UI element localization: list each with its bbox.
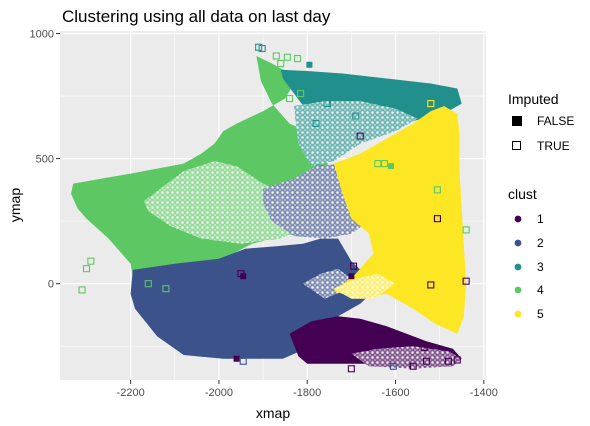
- point-cluster-1-imputed: [427, 281, 435, 289]
- point-cluster-4-imputed: [286, 94, 294, 103]
- point-cluster-4-imputed: [462, 226, 470, 234]
- point-cluster-3-imputed: [258, 44, 266, 53]
- scatter-points: [78, 43, 470, 373]
- x-tick-label: -2200: [117, 387, 145, 399]
- legend-clust-2-key: [514, 239, 522, 247]
- point-cluster-4-imputed: [162, 285, 170, 293]
- point-cluster-4-imputed: [380, 160, 389, 168]
- point-cluster-1-imputed: [444, 357, 453, 365]
- legend-clust-4-key: [514, 286, 522, 294]
- point-cluster-4-imputed: [78, 286, 86, 294]
- point-cluster-4-imputed: [82, 265, 91, 273]
- point-cluster-3-imputed: [352, 112, 360, 120]
- legend-imputed: Imputed FALSE TRUE: [508, 91, 574, 153]
- legend-clust-5-label: 5: [537, 307, 544, 321]
- point-cluster-1-imputed: [453, 356, 461, 364]
- y-tick-label: 0: [48, 279, 54, 291]
- legend-clust-1-label: 1: [537, 212, 544, 226]
- legend-clust-3-key: [514, 263, 522, 271]
- point-cluster-4-imputed: [277, 59, 285, 68]
- x-tick-label: -1600: [381, 387, 409, 399]
- y-axis-title: ymap: [7, 188, 23, 222]
- legend-imputed-false-key: [512, 116, 522, 126]
- legend-clust-title: clust: [508, 186, 537, 202]
- cluster-regions: [71, 56, 467, 369]
- region-cluster-4-imputed: [143, 161, 308, 244]
- legend-clust-5-key: [514, 310, 522, 318]
- y-tick-label: 500: [36, 154, 54, 166]
- x-tick-label: -1400: [470, 387, 498, 399]
- point-cluster-1-imputed: [347, 365, 355, 373]
- point-cluster-5-imputed: [427, 100, 435, 108]
- point-cluster-1-observed: [233, 355, 240, 362]
- point-cluster-4-imputed: [144, 280, 152, 288]
- region-cluster-5-imputed: [333, 273, 396, 299]
- legend-clust: clust 1 2 3 4 5: [508, 186, 544, 321]
- point-cluster-4-imputed: [283, 53, 291, 61]
- x-tick-label: -1800: [293, 387, 321, 399]
- point-cluster-1-imputed: [433, 215, 441, 223]
- point-cluster-1-observed: [348, 273, 355, 280]
- x-tick-label: -2000: [205, 387, 233, 399]
- legend-imputed-false-label: FALSE: [537, 114, 574, 128]
- point-cluster-5-imputed: [414, 240, 422, 248]
- point-cluster-4-imputed: [433, 186, 441, 194]
- point-cluster-1-imputed: [409, 362, 417, 370]
- region-cluster-3-imputed: [294, 101, 418, 167]
- region-cluster-1-imputed: [351, 346, 462, 369]
- legend-imputed-true-key: [512, 141, 521, 150]
- y-tick-label: 1000: [30, 29, 54, 41]
- legend-clust-4-label: 4: [537, 283, 544, 297]
- point-cluster-1-imputed: [316, 352, 325, 360]
- x-axis-title: xmap: [256, 405, 290, 421]
- legend-imputed-title: Imputed: [508, 91, 559, 107]
- legend-clust-1-key: [514, 215, 522, 223]
- point-cluster-3-observed: [306, 61, 313, 68]
- legend-imputed-true-label: TRUE: [537, 139, 570, 153]
- point-cluster-4-imputed: [293, 54, 302, 63]
- point-cluster-4-imputed: [87, 257, 95, 265]
- point-cluster-3-imputed: [323, 100, 331, 108]
- axes: -2200 -2000 -1800 -1600 -1400 0 500 1000: [30, 29, 498, 399]
- point-cluster-1-imputed: [462, 277, 470, 285]
- point-cluster-2-imputed: [389, 362, 397, 370]
- point-cluster-4-observed: [388, 163, 395, 170]
- point-cluster-1-imputed: [420, 343, 428, 352]
- legend-clust-3-label: 3: [537, 260, 544, 274]
- point-cluster-1-imputed: [422, 357, 430, 365]
- point-cluster-2-imputed: [239, 357, 247, 365]
- point-cluster-3-imputed: [312, 120, 320, 128]
- point-cluster-1-imputed: [350, 262, 358, 270]
- point-cluster-4-imputed: [281, 125, 289, 133]
- point-cluster-4-imputed: [272, 52, 280, 60]
- chart-title: Clustering using all data on last day: [62, 7, 331, 26]
- point-cluster-1-imputed: [356, 132, 364, 140]
- legend-clust-2-label: 2: [537, 236, 544, 250]
- point-cluster-1-observed: [240, 273, 247, 280]
- point-cluster-4-imputed: [374, 160, 382, 168]
- point-cluster-4-imputed: [297, 89, 305, 98]
